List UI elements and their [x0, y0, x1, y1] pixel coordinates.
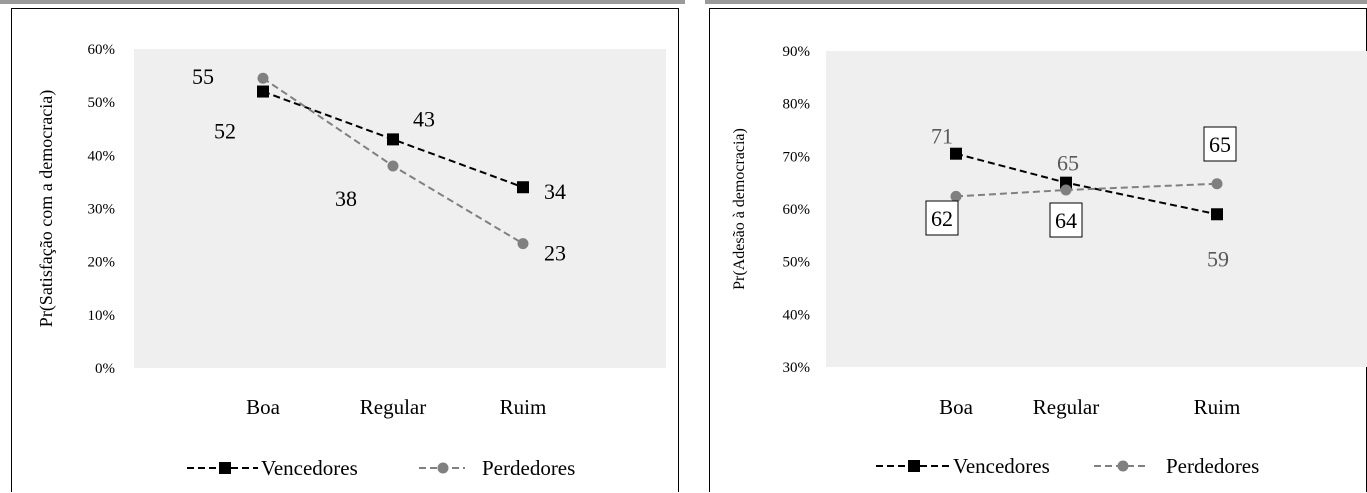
data-label: 65 [1057, 151, 1079, 176]
y-tick-label: 10% [88, 308, 116, 324]
data-label: 43 [413, 106, 435, 131]
y-tick-label: 40% [783, 307, 811, 323]
data-label: 38 [335, 186, 357, 211]
x-category-label: Ruim [1194, 395, 1241, 419]
chart-panel-satisfacao: 0% 10% 20% 30% 40% 50% 60% Pr(Satisfação com a … [11, 8, 679, 492]
legend-marker-vencedores [908, 460, 920, 472]
data-point-perdedores [387, 160, 399, 172]
data-point-perdedores [257, 72, 269, 84]
data-label: 34 [544, 179, 566, 204]
y-tick-label: 90% [783, 44, 811, 60]
y-tick-label: 60% [88, 42, 116, 58]
x-category-label: Regular [1033, 395, 1099, 419]
data-point-vencedores [517, 181, 529, 194]
data-point-vencedores [950, 147, 962, 160]
legend-label-vencedores: Vencedores [953, 454, 1050, 478]
data-label: 59 [1207, 246, 1229, 271]
data-point-perdedores [517, 238, 529, 250]
legend-marker-perdedores [1117, 460, 1129, 472]
data-point-vencedores [257, 85, 269, 98]
x-category-label: Regular [360, 395, 426, 419]
plot-area [134, 49, 666, 368]
y-tick-label: 20% [88, 255, 116, 271]
top-border-right [705, 0, 1367, 4]
y-tick-label: 30% [88, 202, 116, 218]
legend-label-perdedores: Perdedores [1166, 454, 1259, 478]
data-point-perdedores [1060, 184, 1072, 196]
x-category-label: Boa [939, 395, 974, 419]
x-category-label: Boa [246, 395, 281, 419]
y-axis-label: Pr(Satisfação com a democracia) [36, 90, 57, 327]
top-border-left [0, 0, 685, 4]
plot-area [826, 51, 1367, 367]
data-point-perdedores [1211, 178, 1223, 190]
y-tick-label: 50% [88, 95, 116, 111]
data-label: 52 [214, 119, 236, 144]
chart-adesao: 30% 40% 50% 60% 70% 80% 90% Pr(Adesão à democra… [731, 44, 1367, 478]
y-tick-label: 70% [783, 149, 811, 165]
legend-label-vencedores: Vencedores [261, 456, 358, 480]
y-axis-label: Pr(Adesão à democracia) [731, 128, 748, 290]
y-tick-label: 0% [95, 361, 115, 377]
y-tick-label: 60% [783, 202, 811, 218]
data-point-vencedores [387, 133, 399, 146]
data-label: 23 [544, 241, 566, 266]
legend-marker-perdedores [437, 462, 449, 474]
y-tick-label: 80% [783, 97, 811, 113]
data-label-box [1203, 126, 1237, 162]
data-label: 65 [1209, 132, 1231, 157]
data-label: 64 [1055, 208, 1077, 233]
data-point-vencedores [1211, 208, 1223, 221]
data-label: 71 [931, 124, 953, 149]
data-label: 62 [931, 206, 953, 231]
chart-satisfacao: 0% 10% 20% 30% 40% 50% 60% Pr(Satisfação com a … [36, 42, 666, 480]
legend-marker-vencedores [219, 462, 231, 474]
data-label-box [925, 200, 959, 236]
chart-panel-adesao: 30% 40% 50% 60% 70% 80% 90% Pr(Adesão à democra… [709, 8, 1367, 492]
y-tick-label: 40% [88, 148, 116, 164]
y-tick-label: 30% [783, 360, 811, 376]
legend-label-perdedores: Perdedores [482, 456, 575, 480]
x-category-label: Ruim [500, 395, 547, 419]
data-point-perdedores [950, 190, 962, 202]
data-label: 55 [192, 64, 214, 89]
y-tick-label: 50% [783, 255, 811, 271]
data-label-box [1049, 202, 1083, 238]
